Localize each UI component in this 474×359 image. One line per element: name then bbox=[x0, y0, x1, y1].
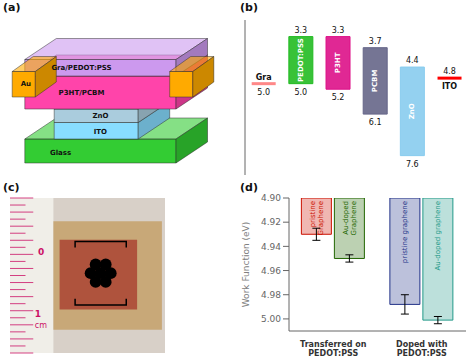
html-text:(a): (a) bbox=[3, 1, 21, 14]
html-text:(b): (b) bbox=[240, 1, 258, 14]
svg-text:3.7: 3.7 bbox=[369, 37, 382, 46]
svg-text:P3HT: P3HT bbox=[334, 52, 342, 73]
svg-text:pristine graphene: pristine graphene bbox=[401, 201, 409, 263]
svg-text:3.3: 3.3 bbox=[294, 26, 307, 35]
svg-text:Au-doped graphene: Au-doped graphene bbox=[434, 201, 442, 270]
svg-text:Work Function (eV): Work Function (eV) bbox=[241, 222, 251, 308]
svg-text:6.1: 6.1 bbox=[369, 118, 382, 127]
svg-text:5.2: 5.2 bbox=[332, 93, 345, 102]
svg-text:Gra/PEDOT:PSS: Gra/PEDOT:PSS bbox=[51, 64, 111, 72]
svg-text:Au-dopedGraphene: Au-dopedGraphene bbox=[342, 201, 358, 236]
svg-text:5.00: 5.00 bbox=[261, 314, 281, 324]
svg-text:Au: Au bbox=[21, 80, 31, 88]
svg-text:ITO: ITO bbox=[94, 128, 107, 136]
html-text:(d): (d) bbox=[240, 181, 258, 194]
svg-text:7.6: 7.6 bbox=[406, 160, 419, 169]
svg-text:PCBM: PCBM bbox=[371, 70, 379, 93]
svg-text:cm: cm bbox=[35, 321, 47, 330]
svg-text:P3HT/PCBM: P3HT/PCBM bbox=[59, 89, 105, 97]
svg-text:4.96: 4.96 bbox=[261, 266, 281, 276]
svg-text:4.4: 4.4 bbox=[406, 56, 419, 65]
svg-text:4.90: 4.90 bbox=[261, 193, 281, 203]
svg-text:Gra: Gra bbox=[256, 73, 272, 82]
svg-text:4.8: 4.8 bbox=[443, 67, 456, 76]
svg-text:ZnO: ZnO bbox=[408, 103, 416, 119]
svg-text:1: 1 bbox=[35, 309, 41, 319]
svg-text:pristineGraphene: pristineGraphene bbox=[309, 201, 325, 236]
svg-text:Doped withPEDOT:PSS: Doped withPEDOT:PSS bbox=[396, 340, 448, 358]
html-text:(c): (c) bbox=[3, 181, 20, 194]
svg-text:4.94: 4.94 bbox=[261, 242, 281, 252]
svg-text:4.98: 4.98 bbox=[261, 290, 281, 300]
svg-text:ZnO: ZnO bbox=[92, 112, 108, 120]
svg-text:4.92: 4.92 bbox=[261, 217, 281, 227]
svg-text:Glass: Glass bbox=[50, 149, 71, 157]
svg-text:5.0: 5.0 bbox=[294, 88, 307, 97]
svg-text:Transferred onPEDOT:PSS: Transferred onPEDOT:PSS bbox=[300, 340, 367, 358]
svg-text:ITO: ITO bbox=[442, 82, 457, 91]
svg-text:3.3: 3.3 bbox=[332, 26, 345, 35]
svg-text:PEDOT:PSS: PEDOT:PSS bbox=[297, 38, 305, 82]
svg-text:5.0: 5.0 bbox=[257, 88, 270, 97]
svg-text:0: 0 bbox=[38, 247, 44, 257]
